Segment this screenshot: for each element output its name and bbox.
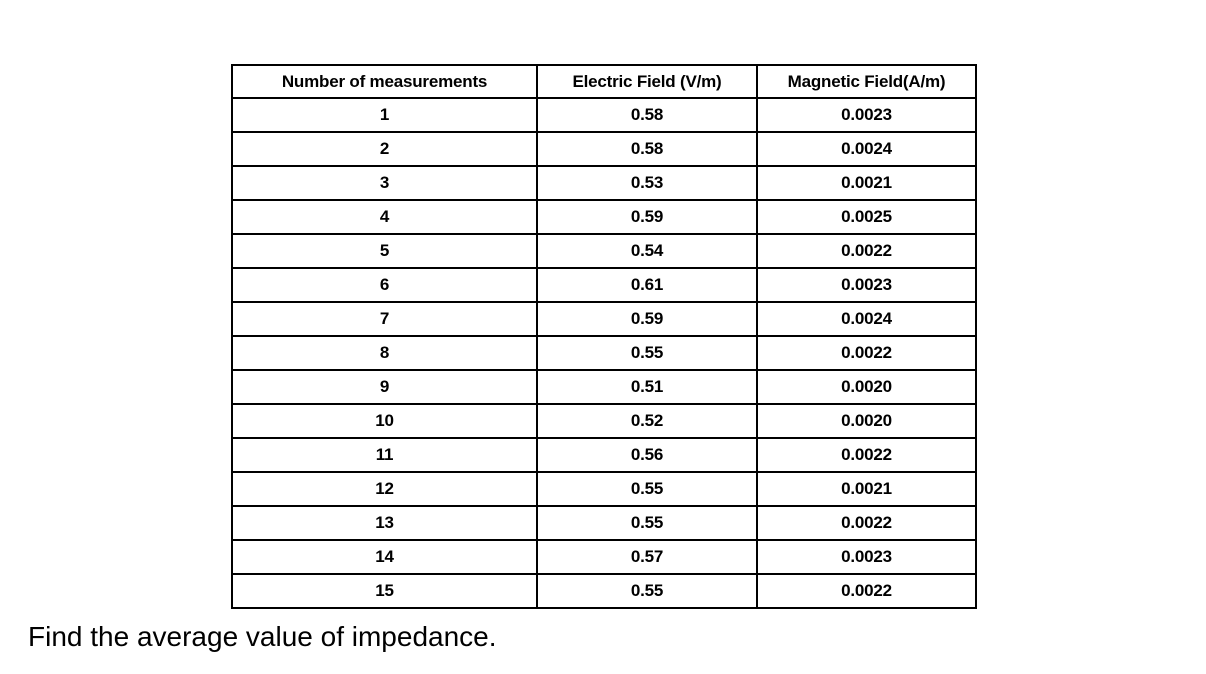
cell-measurement-number: 1 bbox=[231, 97, 538, 133]
cell-electric-field: 0.55 bbox=[536, 573, 758, 609]
cell-measurement-number: 2 bbox=[231, 131, 538, 167]
cell-magnetic-field: 0.0024 bbox=[756, 131, 977, 167]
cell-measurement-number: 6 bbox=[231, 267, 538, 303]
measurements-table: Number of measurements Electric Field (V… bbox=[231, 64, 977, 609]
cell-magnetic-field: 0.0023 bbox=[756, 539, 977, 575]
cell-electric-field: 0.55 bbox=[536, 335, 758, 371]
table-row: 2 0.58 0.0024 bbox=[231, 131, 977, 167]
cell-measurement-number: 8 bbox=[231, 335, 538, 371]
cell-magnetic-field: 0.0020 bbox=[756, 369, 977, 405]
cell-electric-field: 0.52 bbox=[536, 403, 758, 439]
cell-magnetic-field: 0.0022 bbox=[756, 505, 977, 541]
table-header-row: Number of measurements Electric Field (V… bbox=[231, 64, 977, 99]
cell-magnetic-field: 0.0024 bbox=[756, 301, 977, 337]
cell-magnetic-field: 0.0023 bbox=[756, 97, 977, 133]
cell-electric-field: 0.53 bbox=[536, 165, 758, 201]
table-row: 14 0.57 0.0023 bbox=[231, 539, 977, 575]
cell-magnetic-field: 0.0022 bbox=[756, 233, 977, 269]
table-row: 4 0.59 0.0025 bbox=[231, 199, 977, 235]
cell-electric-field: 0.54 bbox=[536, 233, 758, 269]
cell-magnetic-field: 0.0025 bbox=[756, 199, 977, 235]
table-row: 1 0.58 0.0023 bbox=[231, 97, 977, 133]
cell-electric-field: 0.61 bbox=[536, 267, 758, 303]
cell-measurement-number: 9 bbox=[231, 369, 538, 405]
col-header-magnetic-field: Magnetic Field(A/m) bbox=[756, 64, 977, 99]
cell-measurement-number: 7 bbox=[231, 301, 538, 337]
cell-measurement-number: 11 bbox=[231, 437, 538, 473]
cell-measurement-number: 15 bbox=[231, 573, 538, 609]
cell-measurement-number: 13 bbox=[231, 505, 538, 541]
table-row: 12 0.55 0.0021 bbox=[231, 471, 977, 507]
cell-electric-field: 0.59 bbox=[536, 301, 758, 337]
table-row: 8 0.55 0.0022 bbox=[231, 335, 977, 371]
table-row: 9 0.51 0.0020 bbox=[231, 369, 977, 405]
cell-electric-field: 0.58 bbox=[536, 97, 758, 133]
table-row: 15 0.55 0.0022 bbox=[231, 573, 977, 609]
table-row: 11 0.56 0.0022 bbox=[231, 437, 977, 473]
cell-electric-field: 0.51 bbox=[536, 369, 758, 405]
cell-electric-field: 0.55 bbox=[536, 471, 758, 507]
cell-measurement-number: 14 bbox=[231, 539, 538, 575]
cell-electric-field: 0.56 bbox=[536, 437, 758, 473]
question-text: Find the average value of impedance. bbox=[28, 621, 497, 652]
cell-measurement-number: 5 bbox=[231, 233, 538, 269]
cell-magnetic-field: 0.0022 bbox=[756, 437, 977, 473]
table-row: 7 0.59 0.0024 bbox=[231, 301, 977, 337]
cell-measurement-number: 12 bbox=[231, 471, 538, 507]
cell-magnetic-field: 0.0023 bbox=[756, 267, 977, 303]
cell-measurement-number: 4 bbox=[231, 199, 538, 235]
cell-magnetic-field: 0.0020 bbox=[756, 403, 977, 439]
cell-electric-field: 0.58 bbox=[536, 131, 758, 167]
cell-electric-field: 0.57 bbox=[536, 539, 758, 575]
col-header-electric-field: Electric Field (V/m) bbox=[536, 64, 758, 99]
cell-measurement-number: 10 bbox=[231, 403, 538, 439]
cell-magnetic-field: 0.0022 bbox=[756, 573, 977, 609]
cell-electric-field: 0.59 bbox=[536, 199, 758, 235]
table-body: 1 0.58 0.0023 2 0.58 0.0024 3 0.53 0.0021 4 0.59 0.… bbox=[231, 97, 977, 609]
table-row: 6 0.61 0.0023 bbox=[231, 267, 977, 303]
cell-magnetic-field: 0.0021 bbox=[756, 165, 977, 201]
table-row: 10 0.52 0.0020 bbox=[231, 403, 977, 439]
table-row: 3 0.53 0.0021 bbox=[231, 165, 977, 201]
cell-magnetic-field: 0.0021 bbox=[756, 471, 977, 507]
cell-magnetic-field: 0.0022 bbox=[756, 335, 977, 371]
col-header-number-of-measurements: Number of measurements bbox=[231, 64, 538, 99]
table-row: 5 0.54 0.0022 bbox=[231, 233, 977, 269]
cell-measurement-number: 3 bbox=[231, 165, 538, 201]
cell-electric-field: 0.55 bbox=[536, 505, 758, 541]
table-row: 13 0.55 0.0022 bbox=[231, 505, 977, 541]
